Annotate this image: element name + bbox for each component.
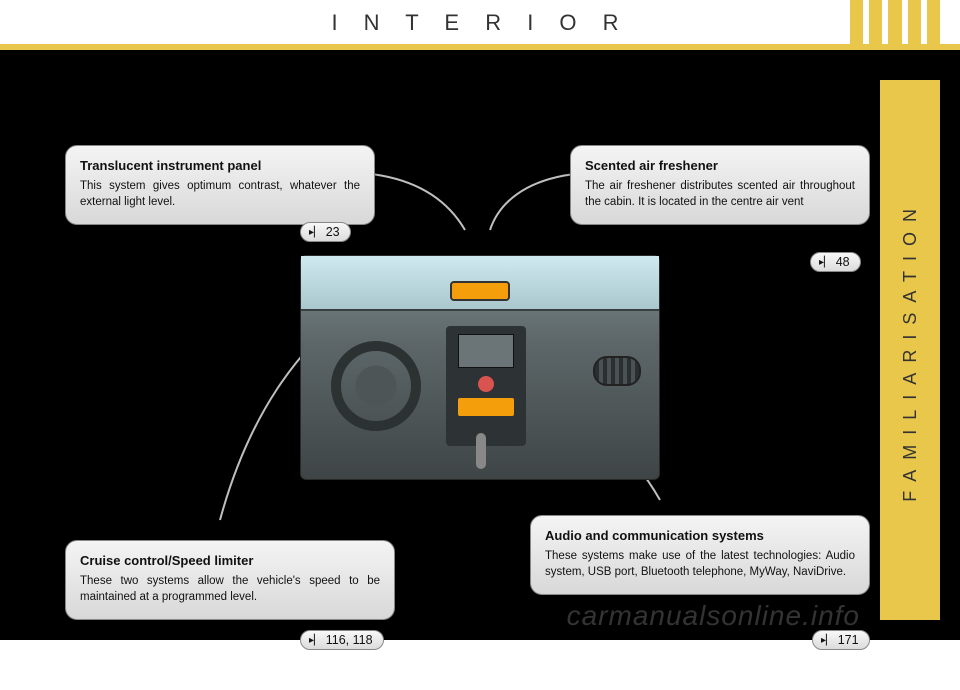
callout-heading: Scented air freshener [585, 158, 855, 173]
center-stack [446, 326, 526, 446]
page-ref-air-freshener[interactable]: ▸▏ 48 [810, 252, 861, 272]
watermark: carmanualsonline.info [567, 600, 860, 632]
callout-air-freshener: Scented air freshener The air freshener … [570, 145, 870, 225]
page-ref-number: 48 [836, 255, 850, 269]
manual-page: I N T E R I O R [0, 0, 960, 640]
section-label: FAMILIARISATION [900, 199, 921, 502]
callout-heading: Cruise control/Speed limiter [80, 553, 380, 568]
content-area: Translucent instrument panel This system… [0, 50, 960, 640]
page-title: I N T E R I O R [0, 10, 960, 36]
forward-icon: ▸▏ [821, 635, 834, 646]
air-vent [593, 356, 641, 386]
section-tab: FAMILIARISATION [880, 80, 940, 620]
gear-shifter [476, 433, 486, 469]
page-ref-cruise-control[interactable]: ▸▏ 116, 118 [300, 630, 384, 650]
callout-body: These two systems allow the vehicle's sp… [80, 574, 380, 605]
page-ref-instrument-panel[interactable]: ▸▏ 23 [300, 222, 351, 242]
callout-body: This system gives optimum contrast, what… [80, 179, 360, 210]
page-ref-number: 116, 118 [326, 633, 373, 647]
page-ref-audio-systems[interactable]: ▸▏ 171 [812, 630, 870, 650]
nav-screen [458, 334, 514, 368]
page-ref-number: 171 [838, 633, 859, 647]
header-stripes [850, 0, 940, 44]
callout-body: The air freshener distributes scented ai… [585, 179, 855, 210]
radio-panel [458, 398, 514, 416]
forward-icon: ▸▏ [819, 257, 832, 268]
hazard-knob [478, 376, 494, 392]
callout-instrument-panel: Translucent instrument panel This system… [65, 145, 375, 225]
callout-heading: Translucent instrument panel [80, 158, 360, 173]
callout-cruise-control: Cruise control/Speed limiter These two s… [65, 540, 395, 620]
forward-icon: ▸▏ [309, 227, 322, 238]
callout-heading: Audio and communication systems [545, 528, 855, 543]
forward-icon: ▸▏ [309, 635, 322, 646]
page-ref-number: 23 [326, 225, 340, 239]
dashboard-illustration [300, 255, 660, 480]
callout-audio-systems: Audio and communication systems These sy… [530, 515, 870, 595]
instrument-display [450, 281, 510, 301]
callout-body: These systems make use of the latest tec… [545, 549, 855, 580]
steering-wheel [331, 341, 421, 431]
